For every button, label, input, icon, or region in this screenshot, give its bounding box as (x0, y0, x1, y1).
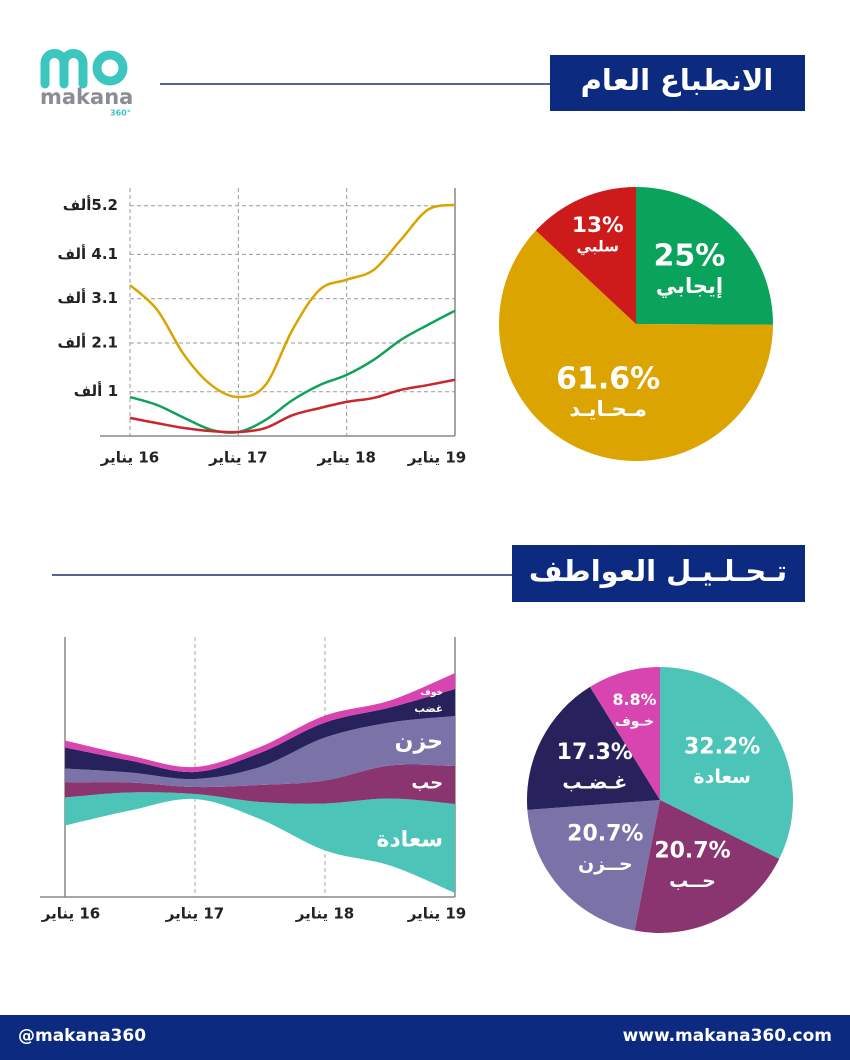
y-tick-label: 1 ألف (74, 381, 118, 400)
x-tick-label: 18 يناير (316, 449, 375, 467)
layer-label: سعادة (376, 827, 443, 852)
footer-handle: @makana360 (18, 1026, 146, 1046)
stream-layer (65, 716, 455, 788)
pie-slice (498, 230, 773, 461)
pie-category-label: حــزن (578, 853, 633, 875)
pie-category-label: غـضـب (562, 771, 627, 793)
x-tick-label: 16 يناير (41, 905, 100, 923)
pie-value-label: 13% (572, 213, 624, 238)
pie-category-label: إيجابي (656, 274, 723, 298)
y-tick-label: 5.2ألف (63, 195, 118, 214)
y-tick-label: 2.1 ألف (58, 333, 118, 352)
pie-value-label: 17.3% (557, 740, 633, 765)
line-series (129, 203, 456, 399)
stream-layer (65, 792, 455, 893)
line-series (129, 378, 456, 434)
pie-slice (636, 187, 773, 325)
pie-category-label: خـوف (615, 713, 654, 729)
x-tick-label: 19 يناير (407, 905, 466, 923)
footer-bar (0, 1015, 850, 1060)
x-tick-label: 19 يناير (407, 449, 466, 467)
logo-badge: 360° (110, 109, 131, 118)
line-series (129, 309, 456, 434)
pie-slice (527, 686, 660, 810)
footer-website: www.makana360.com (623, 1026, 832, 1046)
x-tick-label: 18 يناير (295, 905, 354, 923)
stream-layer (65, 673, 455, 773)
y-tick-label: 4.1 ألف (58, 244, 118, 263)
section-title: الانطباع العام (581, 63, 774, 97)
layer-label: حب (411, 774, 443, 794)
pie-value-label: 25% (654, 238, 726, 273)
layer-label: غضب (414, 703, 443, 715)
x-tick-label: 16 يناير (100, 449, 159, 467)
pie-value-label: 32.2% (684, 734, 760, 759)
logo-mark (92, 50, 128, 86)
section-title: تـحـلـيـل العواطف (529, 554, 787, 588)
pie-slice (589, 667, 660, 800)
pie-slice (634, 800, 780, 934)
x-tick-label: 17 يناير (165, 905, 224, 923)
pie-category-label: مـحـايـد (569, 397, 647, 421)
pie-value-label: 20.7% (654, 839, 730, 864)
stream-layer (65, 764, 455, 804)
section-banner (512, 545, 805, 602)
pie-category-label: حــب (669, 870, 716, 892)
pie-slice (527, 800, 660, 931)
layer-label: حزن (395, 730, 443, 755)
logo-name: makana (40, 85, 133, 109)
stream-layer (65, 689, 455, 780)
pie-slice (535, 187, 636, 324)
pie-value-label: 20.7% (567, 822, 643, 847)
pie-category-label: سعادة (693, 766, 751, 788)
pie-value-label: 61.6% (556, 362, 660, 397)
pie-slice (660, 667, 794, 859)
pie-value-label: 8.8% (613, 690, 657, 709)
pie-category-label: سلبي (577, 238, 619, 257)
layer-label: خوف (420, 688, 443, 698)
logo-mark (40, 49, 88, 89)
logo: makana 360° (40, 49, 133, 118)
section-banner (550, 55, 805, 111)
y-tick-label: 3.1 ألف (58, 288, 118, 307)
x-tick-label: 17 يناير (208, 449, 267, 467)
